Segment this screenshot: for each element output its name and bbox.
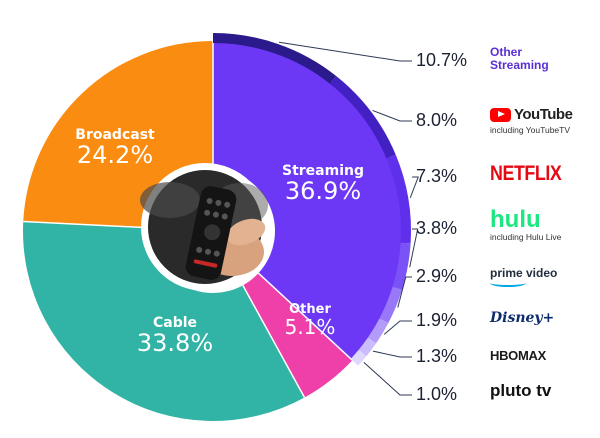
value-disney: 1.9% bbox=[416, 310, 458, 330]
slice-label-streaming: Streaming 36.9% bbox=[282, 163, 364, 205]
brand-hbo-max: HBOMAX bbox=[490, 348, 546, 363]
center-photo bbox=[140, 163, 269, 291]
youtube-sub: including YouTubeTV bbox=[490, 125, 571, 135]
value-hulu: 3.8% bbox=[416, 218, 458, 238]
leader-line-3 bbox=[409, 228, 419, 268]
ring-segment-6 bbox=[358, 337, 377, 357]
brand-hulu: hulu including Hulu Live bbox=[490, 206, 562, 243]
slice-other bbox=[242, 273, 353, 398]
leader-line-0 bbox=[278, 41, 412, 62]
value-netflix: 7.3% bbox=[416, 166, 458, 186]
brand-netflix: NETFLIX bbox=[490, 162, 562, 185]
brand-other-streaming: Other Streaming bbox=[490, 45, 549, 72]
hulu-sub: including Hulu Live bbox=[490, 232, 562, 242]
ring-segment-0 bbox=[213, 33, 337, 84]
leader-line-1 bbox=[372, 109, 412, 122]
hulu-wordmark: hulu bbox=[490, 206, 541, 233]
brand-prime-video: prime video bbox=[490, 264, 557, 287]
slice-streaming bbox=[213, 41, 404, 361]
slice-label-other: Other 5.1% bbox=[284, 302, 336, 339]
slice-cable bbox=[23, 221, 305, 421]
prime-smile-icon bbox=[490, 279, 526, 287]
ring-segment-4 bbox=[379, 286, 403, 324]
value-prime: 2.9% bbox=[416, 266, 458, 286]
value-other-streaming: 10.7% bbox=[416, 50, 468, 70]
slice-label-broadcast: Broadcast 24.2% bbox=[75, 127, 155, 169]
slice-separator bbox=[23, 220, 152, 229]
value-hbomax: 1.3% bbox=[416, 346, 458, 366]
ring-segment-3 bbox=[392, 242, 411, 290]
leader-line-5 bbox=[383, 320, 412, 335]
leader-line-2 bbox=[409, 176, 419, 199]
prime-wordmark: prime video bbox=[490, 266, 558, 280]
leader-line-6 bbox=[372, 350, 412, 358]
value-pluto: 1.0% bbox=[416, 384, 458, 404]
ring-segment-2 bbox=[386, 154, 411, 244]
brand-youtube: YouTube including YouTubeTV bbox=[490, 106, 573, 135]
slice-separator bbox=[242, 284, 306, 398]
value-youtube: 8.0% bbox=[416, 110, 458, 130]
leader-line-7 bbox=[363, 361, 412, 396]
slice-separator bbox=[257, 272, 353, 361]
pluto-wordmark: pluto tv bbox=[490, 381, 552, 400]
ring-segment-5 bbox=[367, 318, 389, 344]
brand-pluto-tv: pluto tv bbox=[490, 381, 551, 401]
brand-disney-plus: Disney+ bbox=[490, 310, 555, 326]
leader-line-4 bbox=[397, 276, 412, 308]
youtube-play-icon bbox=[490, 107, 511, 122]
ring-segment-7 bbox=[350, 349, 367, 366]
youtube-wordmark: YouTube bbox=[514, 106, 573, 123]
ring-segment-1 bbox=[330, 76, 396, 159]
slice-label-cable: Cable 33.8% bbox=[136, 315, 214, 357]
